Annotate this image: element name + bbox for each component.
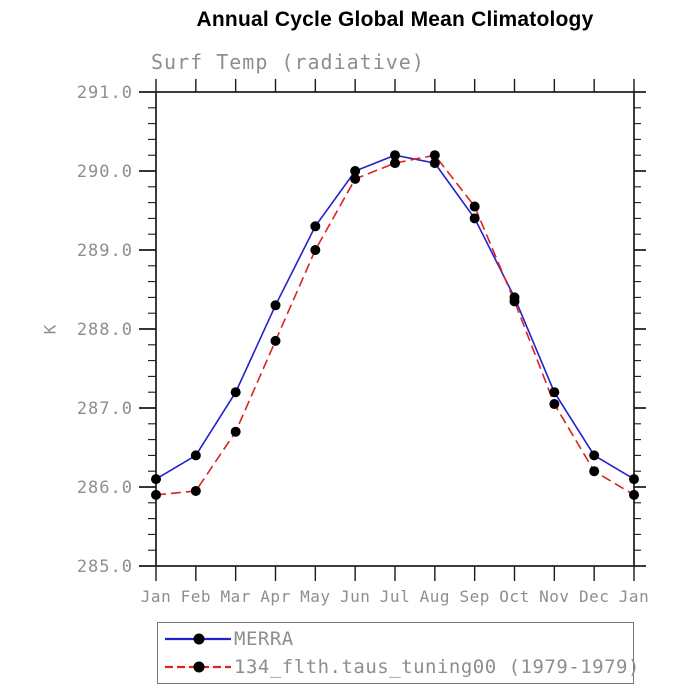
x-axis-month-label: Sep (459, 587, 489, 606)
tuning-data-point (549, 399, 560, 410)
x-axis-month-label: Nov (539, 587, 569, 606)
tuning-data-point (151, 489, 161, 500)
legend-item-tuning: 134_flth.taus_tuning00 (1979-1979) (163, 654, 639, 680)
x-axis-month-label: Jan (619, 587, 649, 606)
chart-title: Annual Cycle Global Mean Climatology (196, 8, 594, 31)
chart-subtitle: Surf Temp (radiative) (151, 50, 425, 74)
legend-label-merra: MERRA (234, 627, 294, 650)
merra-data-point (549, 387, 560, 398)
tuning-data-point (310, 245, 321, 255)
merra-data-point (270, 300, 281, 311)
tuning-data-point (190, 485, 201, 496)
merra-line-swatch (165, 633, 231, 645)
merra-series-line (155, 154, 635, 480)
tuning-data-point (429, 150, 440, 161)
tuning-data-point (390, 158, 400, 169)
tuning-series-line (155, 154, 635, 496)
x-axis-month-label: Mar (220, 587, 250, 606)
y-axis-tick-label: 290.0 (77, 162, 133, 182)
x-axis-month-label: Aug (420, 587, 450, 606)
merra-data-point (151, 474, 161, 485)
y-axis-tick-label: 289.0 (77, 241, 133, 261)
tuning-data-point (589, 466, 600, 477)
merra-data-point (390, 150, 400, 161)
y-axis-tick-label: 285.0 (77, 557, 133, 577)
tuning-data-point (629, 489, 639, 500)
y-axis-tick-label: 288.0 (77, 320, 133, 340)
merra-data-point (350, 166, 361, 176)
x-axis-month-label: Feb (181, 587, 211, 606)
x-axis-month-label: Jan (141, 587, 171, 606)
legend-item-merra: MERRA (163, 626, 633, 652)
legend-label-tuning: 134_flth.taus_tuning00 (1979-1979) (234, 656, 640, 679)
merra-data-point (230, 387, 241, 398)
merra-data-point (310, 221, 321, 232)
x-axis-month-label: Jul (380, 587, 410, 606)
x-axis-month-label: Jun (340, 587, 370, 606)
merra-data-point (190, 450, 201, 461)
y-axis-tick-label: 286.0 (77, 478, 133, 498)
x-axis-month-label: May (300, 587, 330, 606)
x-axis-month-label: Oct (499, 587, 529, 606)
tuning-data-point (350, 173, 361, 184)
tuning-line-swatch (165, 661, 231, 673)
tuning-data-point (509, 296, 520, 307)
merra-data-point (589, 450, 600, 461)
y-axis-tick-label: 291.0 (77, 83, 133, 103)
tuning-data-point (230, 426, 241, 437)
y-axis-tick-label: 287.0 (77, 399, 133, 419)
x-axis-month-label: Dec (579, 587, 609, 606)
merra-data-point (629, 474, 639, 485)
tuning-data-point (270, 335, 281, 346)
merra-data-point (469, 213, 480, 224)
merra-data-point (429, 158, 440, 169)
plot-frame (155, 91, 635, 567)
x-axis-month-label: Apr (260, 587, 290, 606)
legend: MERRA 134_flth.taus_tuning00 (1979-1979) (157, 622, 639, 684)
tuning-data-point (469, 201, 480, 212)
